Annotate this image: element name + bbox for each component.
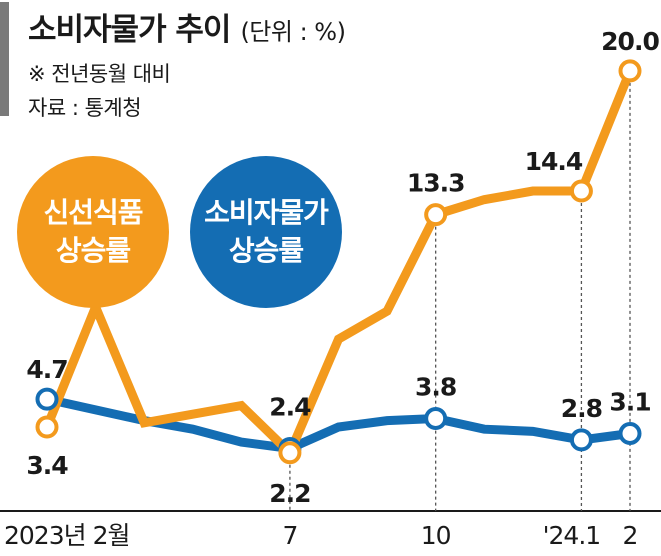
fresh-food-line — [42, 69, 635, 461]
legend-fresh-food: 신선식품 상승률 — [17, 156, 169, 308]
cpi-value-label: 2.4 — [269, 393, 311, 422]
legend-cpi: 소비자물가 상승률 — [190, 156, 342, 308]
chart-title: 소비자물가 추이 (단위 : %) — [28, 4, 346, 49]
fresh-food-value-label: 13.3 — [407, 169, 465, 198]
x-tick-label: '24.1 — [543, 521, 601, 550]
cpi-point — [424, 406, 448, 430]
cpi-point — [569, 428, 593, 452]
cpi-value-label: 4.7 — [26, 355, 67, 384]
legend-fresh-food-label: 신선식품 상승률 — [43, 196, 143, 267]
x-tick-label: 7 — [282, 521, 297, 550]
cpi-point — [618, 421, 642, 445]
fresh-food-point — [569, 179, 593, 203]
x-tick-label: 10 — [421, 521, 451, 550]
x-tick-label: 2023년 2월 — [4, 521, 129, 550]
fresh-food-point — [618, 59, 642, 83]
fresh-food-value-label: 2.2 — [269, 479, 310, 508]
source-note: 자료 : 통계청 — [28, 96, 142, 120]
fresh-food-point — [35, 415, 59, 439]
cpi-value-label: 2.8 — [561, 394, 602, 423]
x-tick-label: 2 — [623, 521, 638, 550]
cpi-point — [35, 387, 59, 411]
comparison-note: ※ 전년동월 대비 — [28, 62, 171, 86]
fresh-food-value-label: 14.4 — [525, 147, 583, 176]
title-text: 소비자물가 추이 — [28, 12, 231, 48]
fresh-food-value-label: 3.4 — [26, 451, 68, 480]
fresh-food-point — [424, 203, 448, 227]
unit-text: (단위 : %) — [240, 18, 346, 46]
cpi-value-label: 3.8 — [415, 372, 456, 401]
fresh-food-value-label: 20.0 — [601, 27, 659, 56]
title-accent-bar — [0, 2, 9, 116]
cpi-value-label: 3.1 — [609, 387, 650, 416]
fresh-food-point — [278, 441, 302, 465]
legend-cpi-label: 소비자물가 상승률 — [204, 196, 329, 267]
